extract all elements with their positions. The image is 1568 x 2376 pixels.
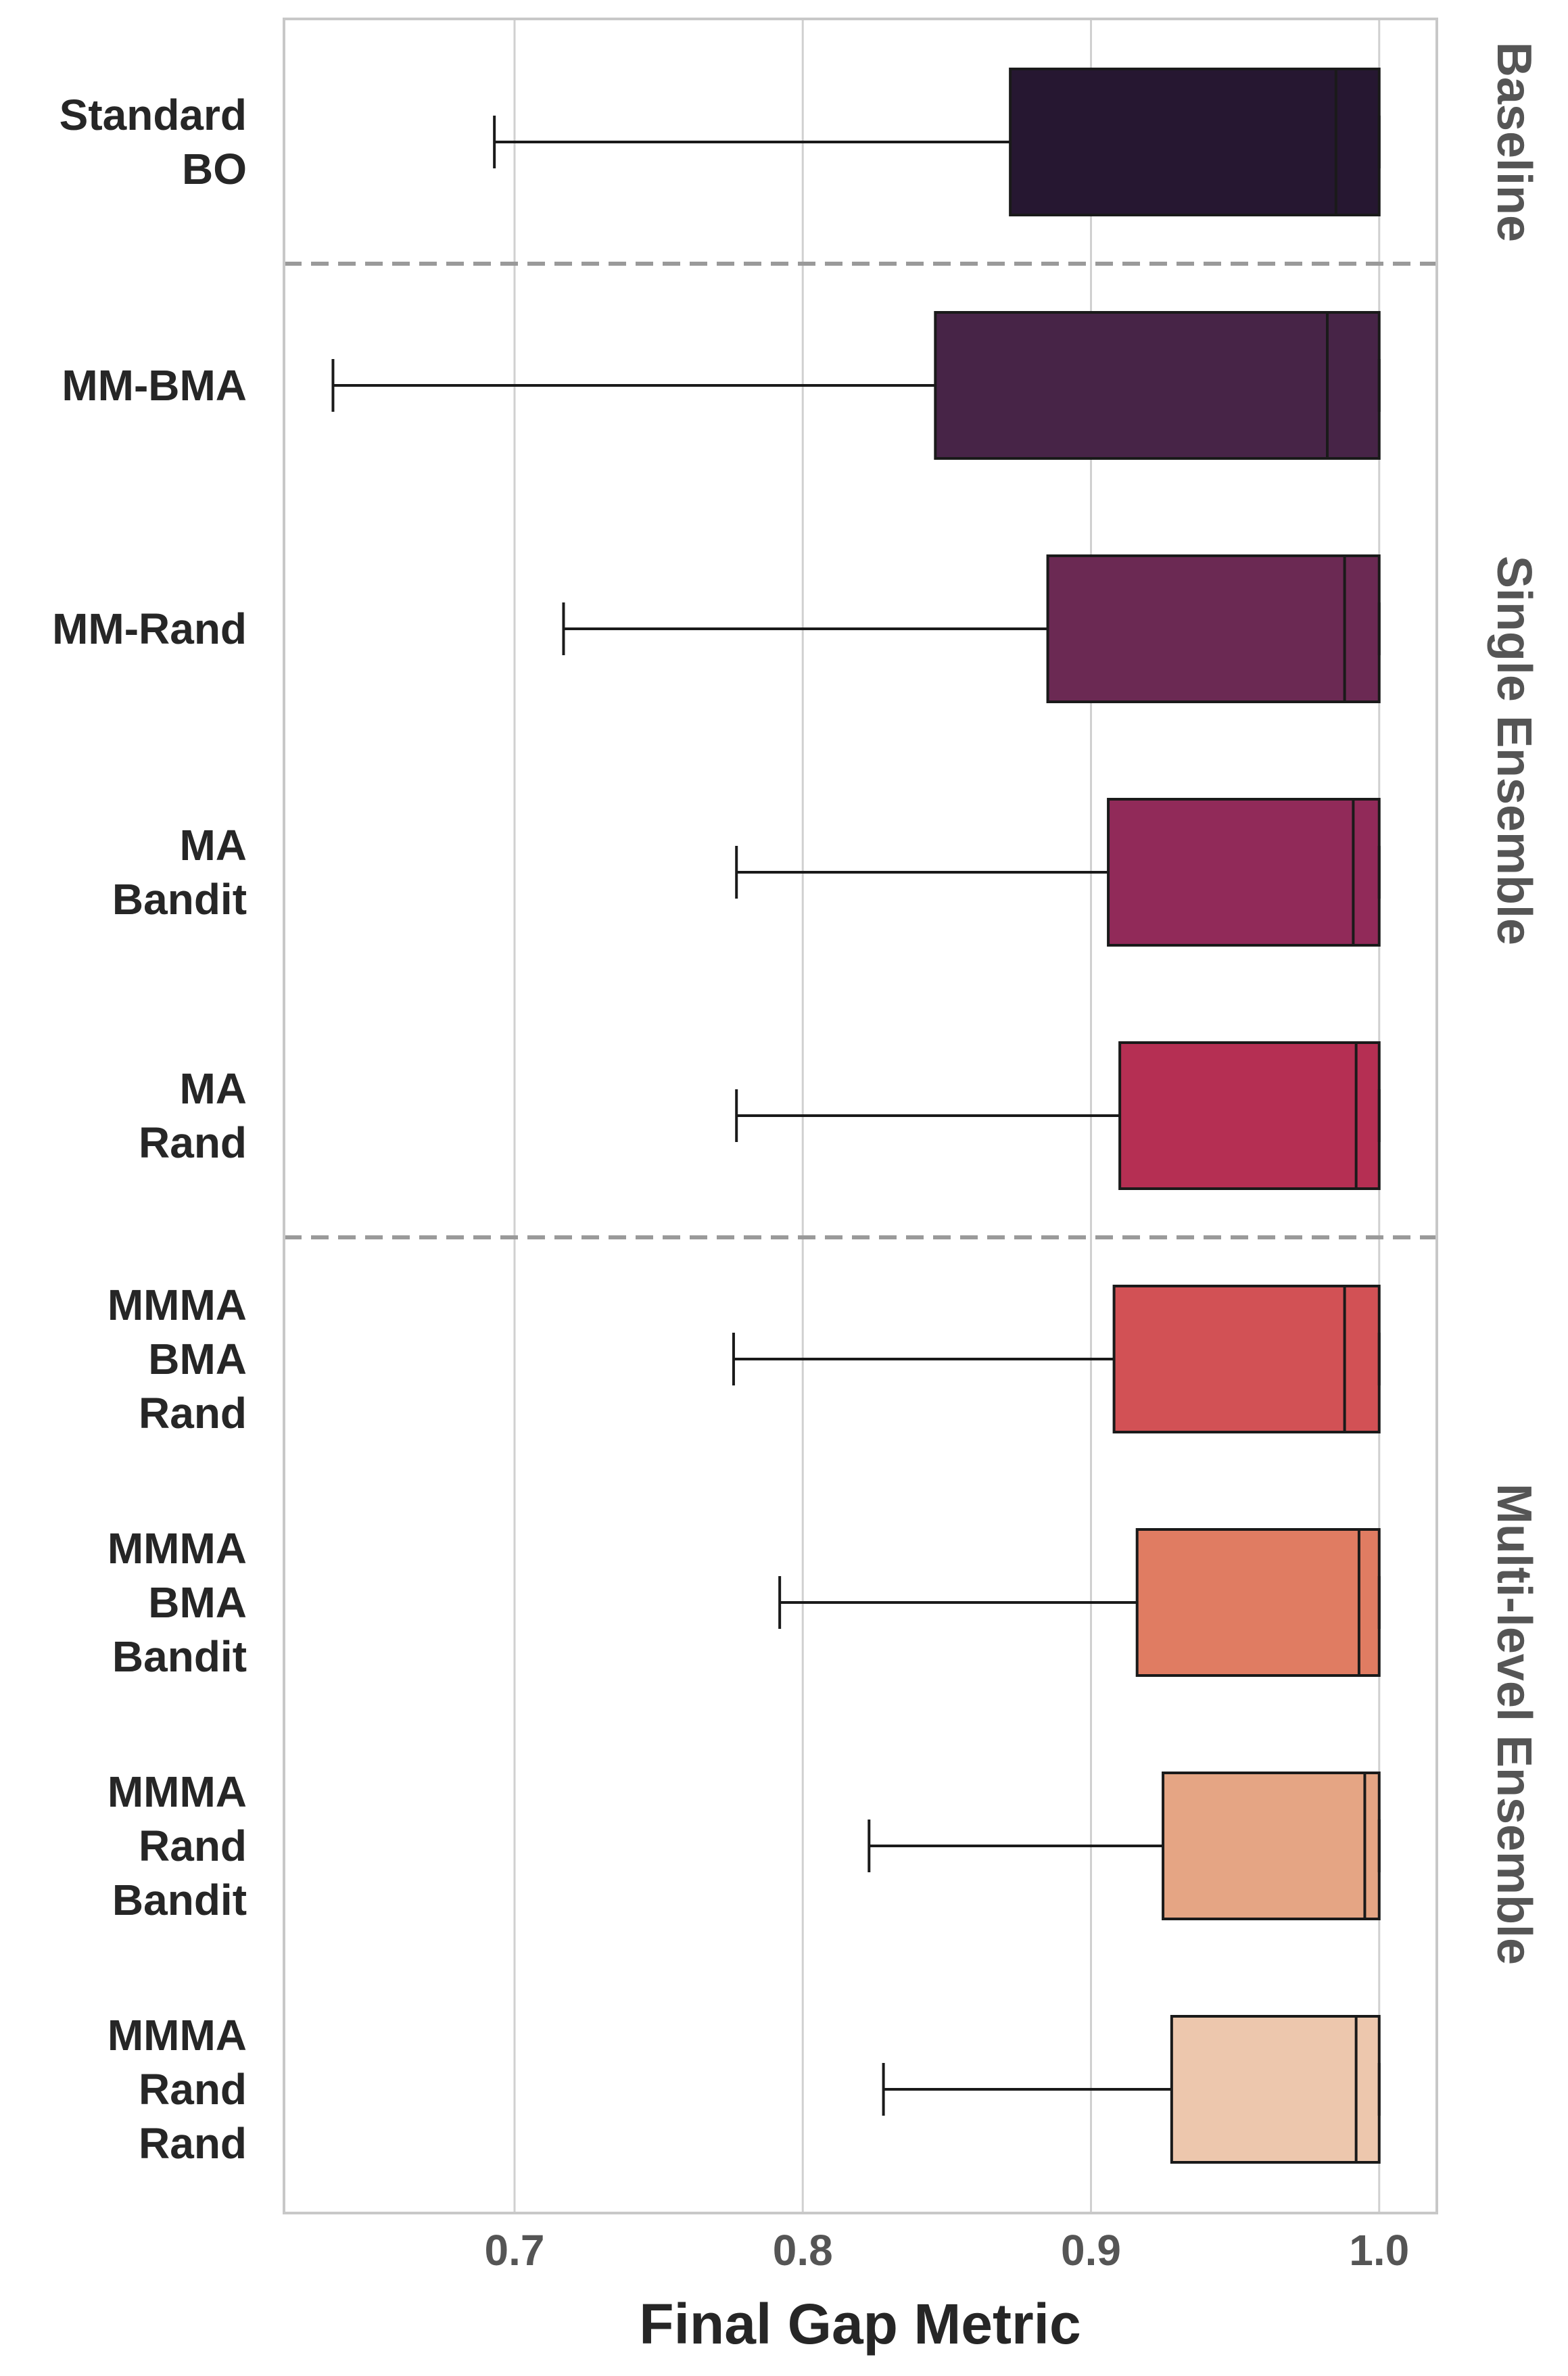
box-iqr (934, 311, 1381, 460)
y-tick-label: MM-Rand (52, 604, 247, 653)
x-tick-label: 1.0 (1349, 2226, 1409, 2275)
y-tick-label: MMMA BMA Rand (108, 1281, 247, 1438)
box-5 (732, 1285, 1381, 1433)
box-iqr (1107, 798, 1381, 947)
boxes (331, 68, 1381, 2164)
y-tick-label-line: Bandit (112, 1632, 247, 1681)
group-labels: Baseline Single Ensemble Multi-level Ensem… (1487, 42, 1541, 1965)
box-iqr (1135, 1528, 1381, 1677)
y-tick-label-line: Rand (139, 2065, 247, 2114)
box-4 (735, 1041, 1381, 1190)
y-tick-label: MMMA Rand Rand (108, 2011, 247, 2168)
y-tick-label-line: MMMA (108, 2011, 247, 2060)
box-iqr (1112, 1285, 1381, 1433)
y-tick-label-line: MA (179, 821, 247, 870)
box-iqr (1009, 68, 1381, 216)
y-tick-label: MA Bandit (112, 821, 247, 924)
x-tick-label: 0.7 (485, 2226, 545, 2275)
box-iqr (1170, 2015, 1381, 2164)
y-tick-label-line: Standard (60, 91, 247, 139)
y-tick-label-line: Rand (139, 2119, 247, 2168)
box-8 (882, 2015, 1381, 2164)
box-iqr (1046, 554, 1381, 703)
x-axis-label: Final Gap Metric (639, 2292, 1080, 2356)
box-iqr (1162, 1772, 1381, 1920)
x-tick-label: 0.9 (1061, 2226, 1121, 2275)
box-0 (493, 68, 1381, 216)
y-tick-label-line: Bandit (112, 875, 247, 924)
group-label: Baseline (1487, 42, 1541, 242)
x-tick-label: 0.8 (773, 2226, 833, 2275)
box-2 (562, 554, 1381, 703)
y-tick-label-line: Rand (139, 1389, 247, 1438)
y-tick-label-line: MMMA (108, 1281, 247, 1329)
box-6 (778, 1528, 1381, 1677)
y-tick-label-line: BMA (148, 1335, 247, 1383)
y-tick-label: MMMA Rand Bandit (108, 1767, 247, 1924)
y-tick-label-line: MMMA (108, 1767, 247, 1816)
y-tick-label-line: Bandit (112, 1876, 247, 1924)
y-tick-label-line: Rand (139, 1118, 247, 1167)
group-label: Single Ensemble (1487, 556, 1541, 945)
y-tick-label: MM-BMA (62, 361, 247, 410)
y-tick-label: Standard BO (60, 91, 247, 193)
y-tick-label-line: MM-Rand (52, 604, 247, 653)
box-iqr (1118, 1041, 1381, 1190)
y-tick-label-line: MA (179, 1064, 247, 1113)
group-separators (284, 262, 1437, 1239)
box-1 (331, 311, 1381, 460)
box-3 (735, 798, 1381, 947)
y-tick-label-line: MMMA (108, 1524, 247, 1573)
y-tick-label-line: Rand (139, 1822, 247, 1870)
y-tick-label-line: BMA (148, 1578, 247, 1627)
y-tick-label: MA Rand (139, 1064, 247, 1167)
box-7 (868, 1772, 1381, 1920)
y-tick-label-line: MM-BMA (62, 361, 247, 410)
group-label: Multi-level Ensemble (1487, 1483, 1541, 1965)
x-tick-labels: 0.7 0.8 0.9 1.0 (485, 2226, 1410, 2275)
y-tick-label: MMMA BMA Bandit (108, 1524, 247, 1681)
plot-frame (283, 18, 1438, 2214)
y-tick-label-line: BO (182, 145, 247, 193)
